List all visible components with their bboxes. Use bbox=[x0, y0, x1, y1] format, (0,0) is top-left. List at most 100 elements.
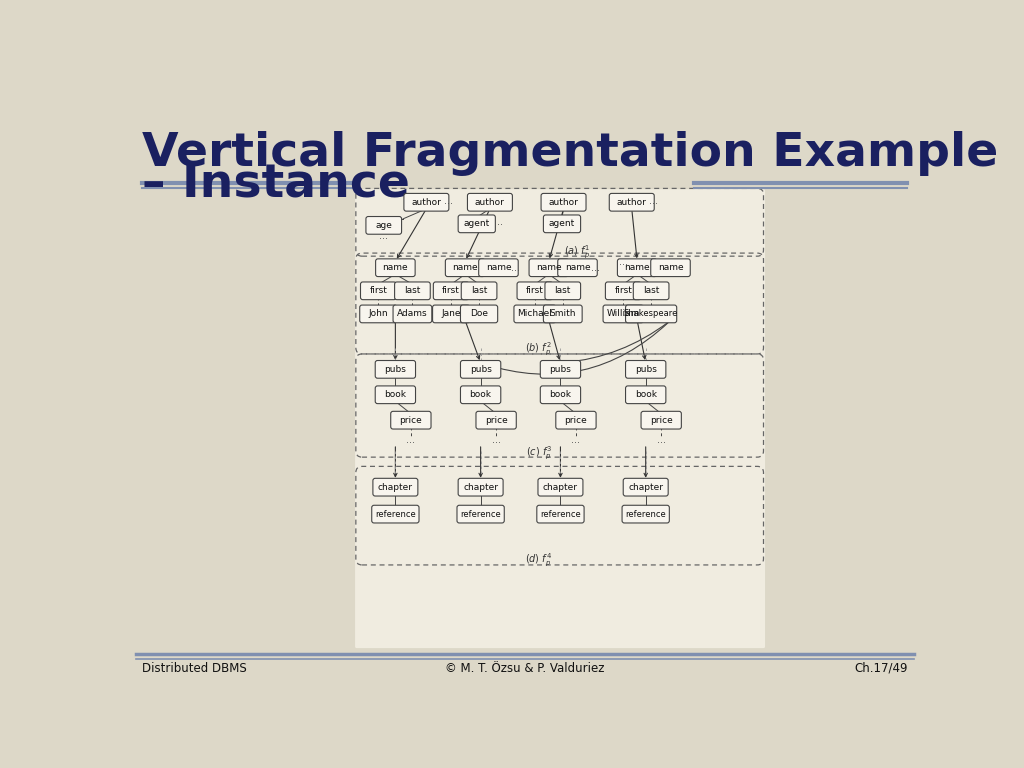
Text: Shakespeare: Shakespeare bbox=[624, 310, 678, 319]
FancyBboxPatch shape bbox=[558, 259, 597, 276]
FancyBboxPatch shape bbox=[633, 282, 669, 300]
FancyBboxPatch shape bbox=[394, 282, 430, 300]
FancyBboxPatch shape bbox=[373, 478, 418, 496]
Text: ...: ... bbox=[379, 231, 388, 241]
Text: ...: ... bbox=[656, 435, 666, 445]
Text: Ch.17/49: Ch.17/49 bbox=[854, 661, 907, 674]
FancyBboxPatch shape bbox=[624, 478, 669, 496]
Text: Smith: Smith bbox=[550, 310, 577, 319]
Text: ...: ... bbox=[571, 435, 581, 445]
Text: name: name bbox=[625, 263, 650, 272]
FancyBboxPatch shape bbox=[537, 505, 584, 523]
Text: name: name bbox=[536, 263, 561, 272]
Text: first: first bbox=[370, 286, 387, 296]
Text: first: first bbox=[526, 286, 544, 296]
Text: reference: reference bbox=[375, 510, 416, 518]
Text: ...: ... bbox=[649, 196, 658, 206]
Text: name: name bbox=[485, 263, 511, 272]
FancyBboxPatch shape bbox=[433, 282, 469, 300]
Text: book: book bbox=[384, 390, 407, 399]
Text: Jane: Jane bbox=[441, 310, 461, 319]
Text: book: book bbox=[470, 390, 492, 399]
FancyBboxPatch shape bbox=[376, 259, 415, 276]
FancyBboxPatch shape bbox=[544, 215, 581, 233]
FancyBboxPatch shape bbox=[541, 360, 581, 378]
Text: price: price bbox=[650, 415, 673, 425]
Text: William: William bbox=[606, 310, 640, 319]
Text: pubs: pubs bbox=[635, 365, 656, 374]
FancyBboxPatch shape bbox=[641, 412, 681, 429]
FancyBboxPatch shape bbox=[391, 412, 431, 429]
Text: first: first bbox=[614, 286, 632, 296]
Text: book: book bbox=[635, 390, 656, 399]
FancyBboxPatch shape bbox=[457, 505, 504, 523]
Text: book: book bbox=[550, 390, 571, 399]
FancyBboxPatch shape bbox=[359, 305, 397, 323]
Text: John: John bbox=[369, 310, 388, 319]
Text: last: last bbox=[643, 286, 659, 296]
Text: $(a)\ f_p^1$: $(a)\ f_p^1$ bbox=[564, 243, 591, 260]
Text: pubs: pubs bbox=[550, 365, 571, 374]
FancyBboxPatch shape bbox=[626, 305, 677, 323]
Text: last: last bbox=[471, 286, 487, 296]
Text: price: price bbox=[484, 415, 508, 425]
Text: $(b)\ f_p^2$: $(b)\ f_p^2$ bbox=[525, 341, 552, 359]
FancyBboxPatch shape bbox=[617, 259, 657, 276]
Text: age: age bbox=[376, 221, 392, 230]
FancyBboxPatch shape bbox=[609, 194, 654, 211]
FancyBboxPatch shape bbox=[478, 259, 518, 276]
Text: ...: ... bbox=[407, 435, 416, 445]
Text: Vertical Fragmentation Example: Vertical Fragmentation Example bbox=[142, 131, 998, 176]
Text: name: name bbox=[453, 263, 478, 272]
Text: chapter: chapter bbox=[463, 482, 498, 492]
Text: reference: reference bbox=[626, 510, 666, 518]
FancyBboxPatch shape bbox=[393, 305, 432, 323]
Text: chapter: chapter bbox=[543, 482, 578, 492]
Text: pubs: pubs bbox=[470, 365, 492, 374]
Text: agent: agent bbox=[464, 220, 489, 228]
FancyBboxPatch shape bbox=[650, 259, 690, 276]
Text: name: name bbox=[564, 263, 590, 272]
FancyBboxPatch shape bbox=[467, 194, 512, 211]
Text: Distributed DBMS: Distributed DBMS bbox=[142, 661, 247, 674]
Text: ...: ... bbox=[591, 263, 600, 273]
Text: ...: ... bbox=[511, 263, 520, 273]
Text: chapter: chapter bbox=[628, 482, 664, 492]
Text: first: first bbox=[442, 286, 460, 296]
FancyBboxPatch shape bbox=[622, 505, 670, 523]
FancyBboxPatch shape bbox=[372, 505, 419, 523]
FancyBboxPatch shape bbox=[366, 217, 401, 234]
FancyBboxPatch shape bbox=[538, 478, 583, 496]
FancyBboxPatch shape bbox=[458, 215, 496, 233]
Text: ...: ... bbox=[492, 435, 501, 445]
FancyBboxPatch shape bbox=[375, 386, 416, 404]
FancyBboxPatch shape bbox=[360, 282, 396, 300]
Text: ...: ... bbox=[494, 217, 503, 227]
Text: pubs: pubs bbox=[384, 365, 407, 374]
Text: last: last bbox=[404, 286, 421, 296]
Text: reference: reference bbox=[460, 510, 501, 518]
Text: reference: reference bbox=[540, 510, 581, 518]
FancyBboxPatch shape bbox=[541, 386, 581, 404]
Text: price: price bbox=[564, 415, 588, 425]
FancyBboxPatch shape bbox=[476, 412, 516, 429]
FancyBboxPatch shape bbox=[355, 189, 765, 648]
FancyBboxPatch shape bbox=[432, 305, 470, 323]
FancyBboxPatch shape bbox=[461, 282, 497, 300]
Text: author: author bbox=[549, 198, 579, 207]
FancyBboxPatch shape bbox=[458, 478, 503, 496]
FancyBboxPatch shape bbox=[514, 305, 556, 323]
Text: name: name bbox=[657, 263, 683, 272]
Text: author: author bbox=[616, 198, 647, 207]
FancyBboxPatch shape bbox=[445, 259, 485, 276]
FancyBboxPatch shape bbox=[375, 360, 416, 378]
FancyBboxPatch shape bbox=[626, 386, 666, 404]
Text: agent: agent bbox=[549, 220, 575, 228]
FancyBboxPatch shape bbox=[403, 194, 449, 211]
FancyBboxPatch shape bbox=[605, 282, 641, 300]
FancyBboxPatch shape bbox=[556, 412, 596, 429]
Text: price: price bbox=[399, 415, 422, 425]
Text: Adams: Adams bbox=[397, 310, 428, 319]
FancyBboxPatch shape bbox=[541, 194, 586, 211]
Text: Michael: Michael bbox=[517, 310, 552, 319]
